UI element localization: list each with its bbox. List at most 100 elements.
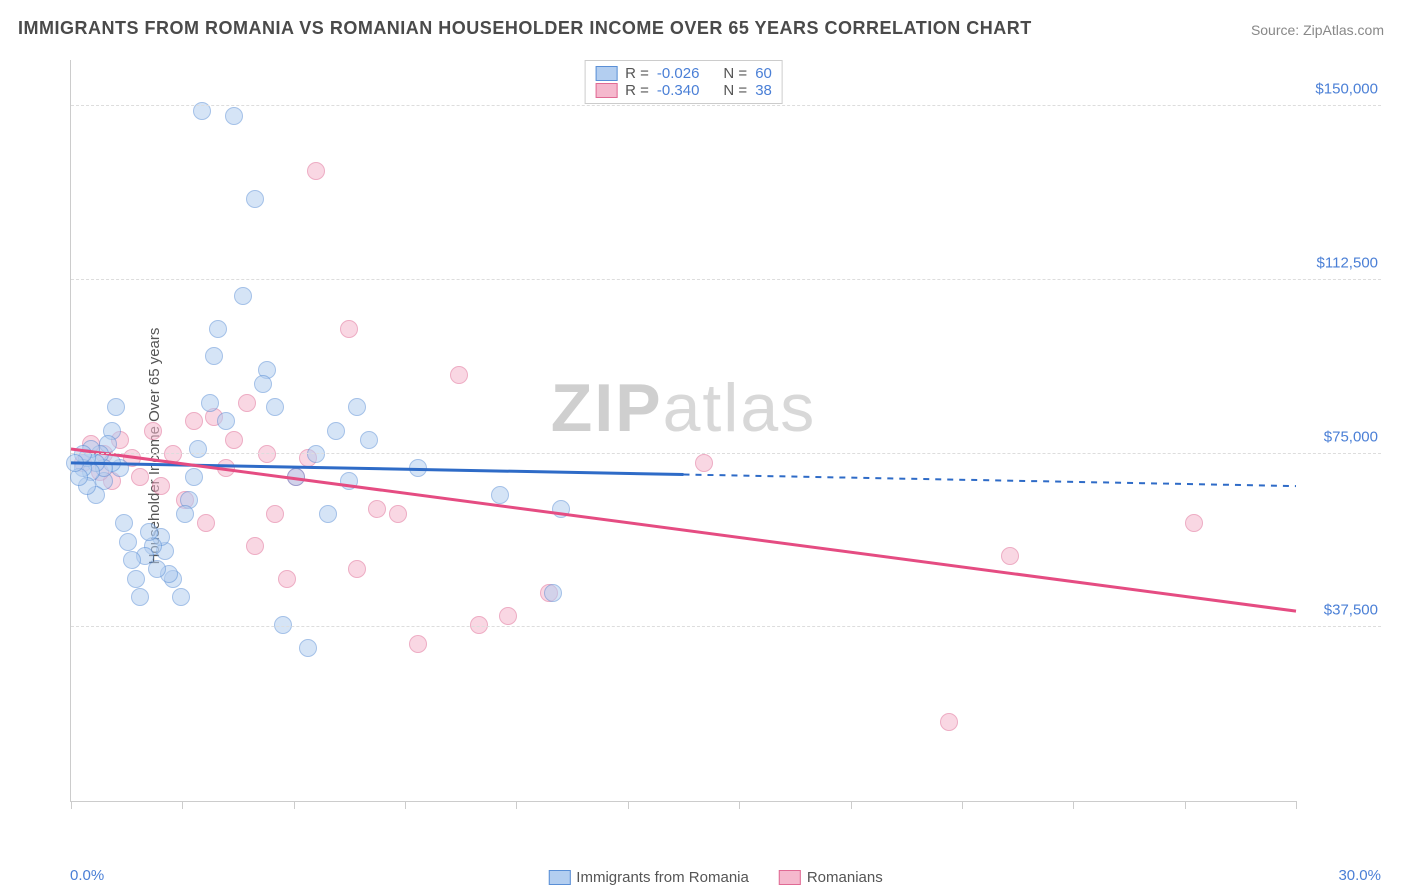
correlation-legend: R = -0.026 N = 60 R = -0.340 N = 38	[584, 60, 783, 104]
scatter-point	[491, 486, 509, 504]
scatter-point	[217, 459, 235, 477]
scatter-point	[258, 445, 276, 463]
n-label: N =	[723, 65, 747, 82]
scatter-point	[119, 533, 137, 551]
scatter-point	[266, 398, 284, 416]
scatter-point	[368, 500, 386, 518]
x-tick	[962, 801, 963, 809]
plot-area: ZIPatlas R = -0.026 N = 60 R = -0.340 N …	[70, 60, 1296, 802]
legend-item: Immigrants from Romania	[548, 869, 749, 886]
scatter-point	[164, 445, 182, 463]
scatter-point	[340, 320, 358, 338]
scatter-point	[360, 431, 378, 449]
gridline	[71, 279, 1381, 280]
scatter-point	[172, 588, 190, 606]
scatter-point	[544, 584, 562, 602]
watermark-bold: ZIP	[551, 370, 663, 446]
scatter-point	[197, 514, 215, 532]
x-tick	[1296, 801, 1297, 809]
scatter-point	[1185, 514, 1203, 532]
scatter-point	[246, 190, 264, 208]
scatter-point	[209, 320, 227, 338]
legend-swatch-icon	[595, 66, 617, 81]
r-value: -0.026	[657, 65, 700, 82]
y-tick-label: $150,000	[1298, 81, 1378, 98]
x-tick	[1073, 801, 1074, 809]
scatter-point	[201, 394, 219, 412]
scatter-point	[144, 422, 162, 440]
scatter-point	[287, 468, 305, 486]
correlation-legend-row: R = -0.026 N = 60	[595, 65, 772, 82]
n-value: 38	[755, 82, 772, 99]
scatter-point	[278, 570, 296, 588]
scatter-point	[185, 468, 203, 486]
scatter-point	[123, 551, 141, 569]
n-label: N =	[723, 82, 747, 99]
trend-lines	[71, 60, 1296, 801]
scatter-point	[217, 412, 235, 430]
scatter-point	[131, 468, 149, 486]
scatter-point	[307, 162, 325, 180]
legend-label: Immigrants from Romania	[576, 869, 749, 886]
chart-container: IMMIGRANTS FROM ROMANIA VS ROMANIAN HOUS…	[0, 0, 1406, 892]
scatter-point	[152, 477, 170, 495]
legend-swatch-icon	[779, 870, 801, 885]
scatter-point	[140, 523, 158, 541]
scatter-point	[238, 394, 256, 412]
scatter-point	[254, 375, 272, 393]
r-label: R =	[625, 65, 649, 82]
scatter-point	[409, 635, 427, 653]
scatter-point	[348, 560, 366, 578]
gridline	[71, 453, 1381, 454]
y-tick-label: $37,500	[1298, 602, 1378, 619]
scatter-point	[266, 505, 284, 523]
scatter-point	[552, 500, 570, 518]
scatter-point	[319, 505, 337, 523]
n-value: 60	[755, 65, 772, 82]
scatter-point	[499, 607, 517, 625]
chart-area: Householder Income Over 65 years ZIPatla…	[50, 60, 1381, 832]
y-tick-label: $112,500	[1298, 254, 1378, 271]
scatter-point	[348, 398, 366, 416]
x-axis-max-label: 30.0%	[1338, 867, 1381, 884]
x-axis-min-label: 0.0%	[70, 867, 104, 884]
r-label: R =	[625, 82, 649, 99]
scatter-point	[274, 616, 292, 634]
gridline	[71, 626, 1381, 627]
scatter-point	[234, 287, 252, 305]
scatter-point	[340, 472, 358, 490]
legend-swatch-icon	[548, 870, 570, 885]
scatter-point	[66, 454, 84, 472]
x-tick	[182, 801, 183, 809]
x-tick	[405, 801, 406, 809]
legend-label: Romanians	[807, 869, 883, 886]
scatter-point	[940, 713, 958, 731]
scatter-point	[176, 505, 194, 523]
gridline	[71, 105, 1381, 106]
x-tick	[739, 801, 740, 809]
scatter-point	[185, 412, 203, 430]
scatter-point	[1001, 547, 1019, 565]
scatter-point	[695, 454, 713, 472]
legend-swatch-icon	[595, 83, 617, 98]
scatter-point	[450, 366, 468, 384]
scatter-point	[131, 588, 149, 606]
scatter-point	[327, 422, 345, 440]
x-tick	[516, 801, 517, 809]
scatter-point	[148, 560, 166, 578]
x-tick	[851, 801, 852, 809]
scatter-point	[225, 431, 243, 449]
chart-title: IMMIGRANTS FROM ROMANIA VS ROMANIAN HOUS…	[18, 18, 1032, 39]
legend-item: Romanians	[779, 869, 883, 886]
scatter-point	[189, 440, 207, 458]
x-tick	[71, 801, 72, 809]
scatter-point	[107, 398, 125, 416]
scatter-point	[225, 107, 243, 125]
scatter-point	[470, 616, 488, 634]
scatter-point	[409, 459, 427, 477]
scatter-point	[115, 514, 133, 532]
r-value: -0.340	[657, 82, 700, 99]
y-tick-label: $75,000	[1298, 428, 1378, 445]
correlation-legend-row: R = -0.340 N = 38	[595, 82, 772, 99]
watermark-rest: atlas	[663, 370, 817, 446]
